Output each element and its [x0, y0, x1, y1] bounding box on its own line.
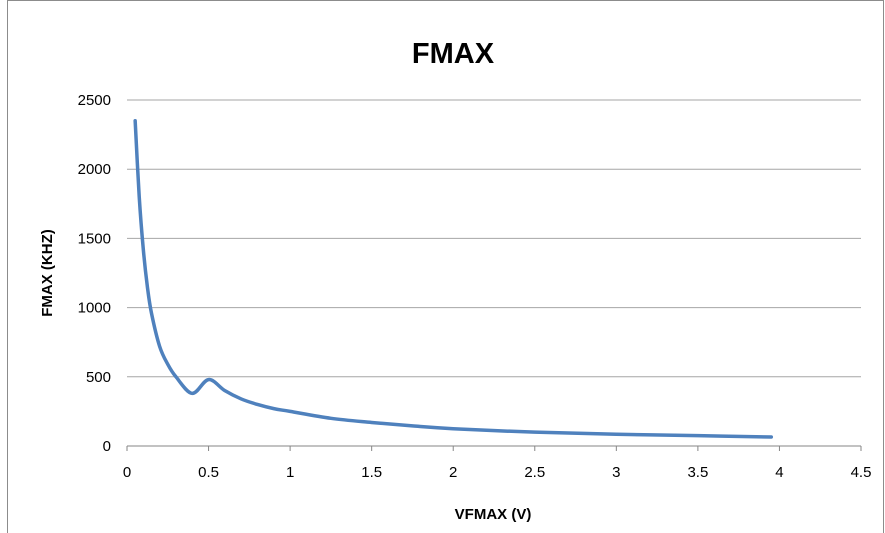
y-tick-label: 1000	[78, 300, 111, 317]
x-tick-label: 3	[612, 464, 620, 481]
y-tick-label: 500	[86, 369, 111, 386]
x-tick-label: 3.5	[687, 464, 708, 481]
x-tick-label: 4.5	[851, 464, 872, 481]
series-line-0	[133, 119, 774, 439]
chart-frame	[7, 0, 884, 533]
x-tick-label: 4	[775, 464, 783, 481]
y-tick-labels: 0 500 1000 1500 2000 2500	[78, 92, 111, 455]
x-tick-label: 2.5	[524, 464, 545, 481]
x-tick-label: 0	[123, 464, 131, 481]
axes	[126, 445, 862, 451]
x-tick-label: 2	[449, 464, 457, 481]
y-tick-label: 0	[103, 438, 111, 455]
x-tick-label: 1.5	[361, 464, 382, 481]
x-tick-label: 0.5	[198, 464, 219, 481]
series-layer	[133, 119, 774, 439]
x-axis-title: VFMAX (V)	[455, 506, 532, 523]
y-axis-title: FMAX (KHZ)	[39, 229, 56, 316]
x-tick-label: 1	[286, 464, 294, 481]
x-tick-labels: 0 0.5 1 1.5 2 2.5 3 3.5 4 4.5	[123, 464, 872, 481]
chart-title: FMAX	[412, 38, 495, 70]
y-tick-label: 2000	[78, 161, 111, 178]
gridlines	[127, 99, 861, 378]
y-tick-label: 2500	[78, 92, 111, 109]
y-tick-label: 1500	[78, 230, 111, 247]
